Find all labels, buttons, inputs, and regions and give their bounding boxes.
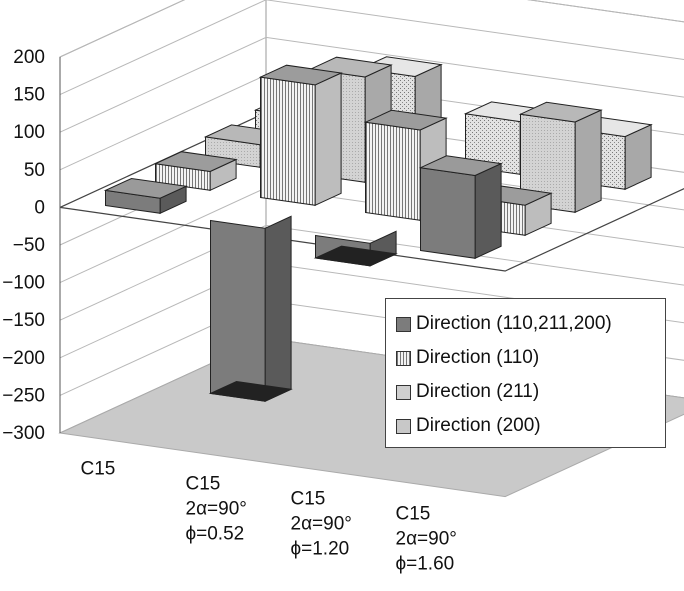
bar-top [103, 177, 188, 199]
y-tick-label: −50 [13, 235, 45, 256]
category-label: 2α=90° [291, 514, 352, 535]
category-label: 2α=90° [396, 529, 457, 550]
y-tick-label: 200 [13, 47, 45, 68]
bar-cat3-series1 [313, 230, 398, 267]
y-tick-label: −200 [2, 348, 45, 369]
bar-top [153, 151, 238, 173]
category-label: C15 [291, 489, 326, 510]
bar-top [363, 109, 448, 131]
bar-top [418, 155, 503, 177]
bar-cat4-series3 [518, 101, 603, 214]
legend-item-series-4: Direction (200) [396, 413, 541, 439]
zero-plane-edge [59, 188, 684, 272]
legend-label-series-4: Direction (200) [416, 415, 541, 436]
bar-front [260, 76, 316, 206]
category-label: ϕ=1.20 [291, 539, 350, 560]
bar-front [365, 121, 421, 221]
gridline [59, 0, 684, 96]
axis-labels: 200 150 100 50 0 −50 −100 −150 −200 −250 −300 C15 C1… [2, 47, 457, 575]
y-tick-label: 150 [13, 85, 45, 106]
bar-top [258, 64, 343, 86]
bar-cat2-series2 [258, 64, 343, 207]
legend-label-series-1: Direction (110,211,200) [416, 313, 612, 334]
legend-label-series-2: Direction (110) [416, 347, 540, 368]
gridline [59, 0, 684, 58]
bar-side [574, 109, 602, 214]
bar-top [208, 380, 293, 402]
category-label: ϕ=0.52 [186, 524, 245, 545]
legend-swatch-series-2 [396, 350, 411, 366]
gridline [59, 36, 684, 133]
category-label: C15 [81, 459, 116, 480]
y-tick-label: −100 [2, 273, 45, 294]
y-tick-label: 0 [34, 197, 45, 218]
bar-top [518, 101, 603, 123]
legend-item-series-1: Direction (110,211,200) [396, 311, 612, 337]
bar-side [314, 72, 342, 207]
legend-label-series-3: Direction (211) [416, 381, 540, 402]
bar-front [420, 167, 476, 259]
category-label: 2α=90° [186, 499, 247, 520]
legend: Direction (110,211,200) Direction (110) … [385, 298, 666, 448]
bar-front [210, 219, 266, 402]
category-label: C15 [186, 474, 221, 495]
category-label: ϕ=1.60 [396, 554, 455, 575]
bar-cat4-series1 [418, 155, 503, 260]
bars [103, 56, 653, 402]
y-tick-label: 100 [13, 122, 45, 143]
bar-side [474, 162, 502, 260]
y-tick-label: −300 [2, 423, 45, 444]
gridline [59, 224, 684, 321]
bar-top [313, 245, 398, 267]
bar-cat1-series1 [103, 177, 188, 215]
bar-cat2-series1 [208, 215, 293, 402]
category-label: C15 [396, 504, 431, 525]
y-tick-label: 50 [24, 160, 45, 181]
legend-swatch-series-4 [396, 418, 411, 434]
legend-swatch-series-3 [396, 384, 411, 400]
legend-item-series-2: Direction (110) [396, 345, 539, 371]
legend-swatch-series-1 [396, 316, 411, 332]
bar-side [264, 215, 292, 402]
y-tick-label: −250 [2, 385, 45, 406]
y-tick-label: −150 [2, 310, 45, 331]
legend-item-series-3: Direction (211) [396, 379, 539, 405]
